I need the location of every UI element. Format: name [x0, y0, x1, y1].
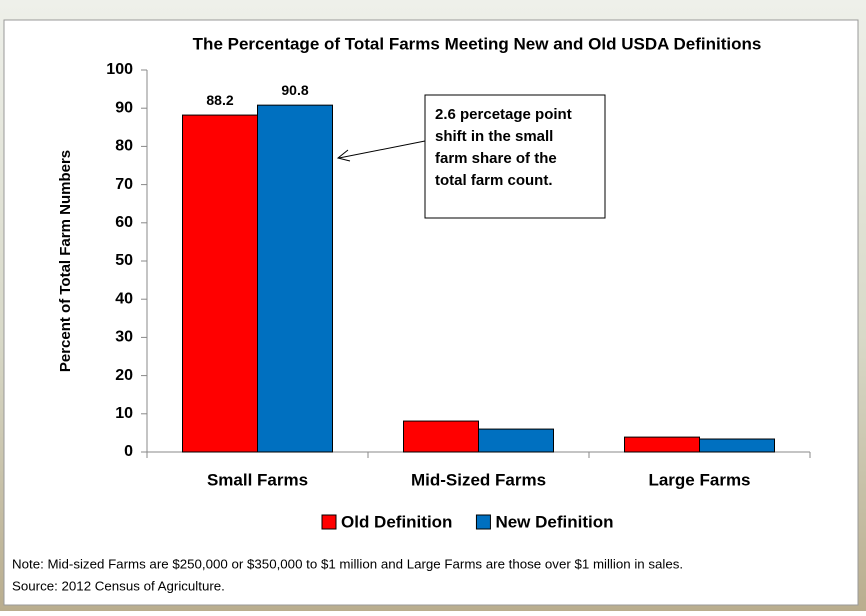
y-tick-label: 80 [115, 138, 133, 155]
legend-swatch [475, 514, 491, 530]
legend-swatch [321, 514, 337, 530]
annotation-arrow [338, 140, 426, 159]
legend-label: Old Definition [341, 512, 452, 531]
annotation-text: shift in the small [435, 128, 553, 145]
bar [403, 420, 479, 453]
y-tick-label: 90 [115, 99, 133, 116]
note: Source: 2012 Census of Agriculture. [12, 579, 225, 594]
y-tick-label: 0 [124, 443, 133, 460]
chart-title: The Percentage of Total Farms Meeting Ne… [193, 34, 762, 53]
annotation-text: farm share of the [435, 150, 557, 167]
annotation-box [424, 94, 606, 219]
y-tick-label: 10 [115, 405, 133, 422]
y-tick-label: 70 [115, 176, 133, 193]
note: Note: Mid-sized Farms are $250,000 or $3… [12, 557, 683, 572]
x-tick-label: Small Farms [207, 470, 308, 489]
bar [624, 436, 700, 453]
y-tick-label: 60 [115, 214, 133, 231]
annotation-text: 2.6 percetage point [435, 106, 572, 123]
y-axis-label: Percent of Total Farm Numbers [57, 150, 74, 372]
y-tick-label: 30 [115, 329, 133, 346]
y-tick-label: 50 [115, 252, 133, 269]
bar [699, 438, 775, 453]
legend-label: New Definition [495, 512, 613, 531]
data-label: 90.8 [281, 82, 308, 98]
data-label: 88.2 [206, 92, 233, 108]
bar [257, 104, 333, 453]
y-tick-label: 40 [115, 290, 133, 307]
annotation: 2.6 percetage point shift in the small far… [336, 94, 606, 219]
x-tick-label: Large Farms [648, 470, 750, 489]
arrow-head [336, 149, 351, 162]
bar [478, 428, 554, 453]
annotation-text: total farm count. [435, 172, 553, 189]
bar [182, 114, 258, 453]
x-tick-label: Mid-Sized Farms [411, 470, 546, 489]
y-tick-label: 20 [115, 367, 133, 384]
y-tick-label: 100 [106, 61, 133, 78]
